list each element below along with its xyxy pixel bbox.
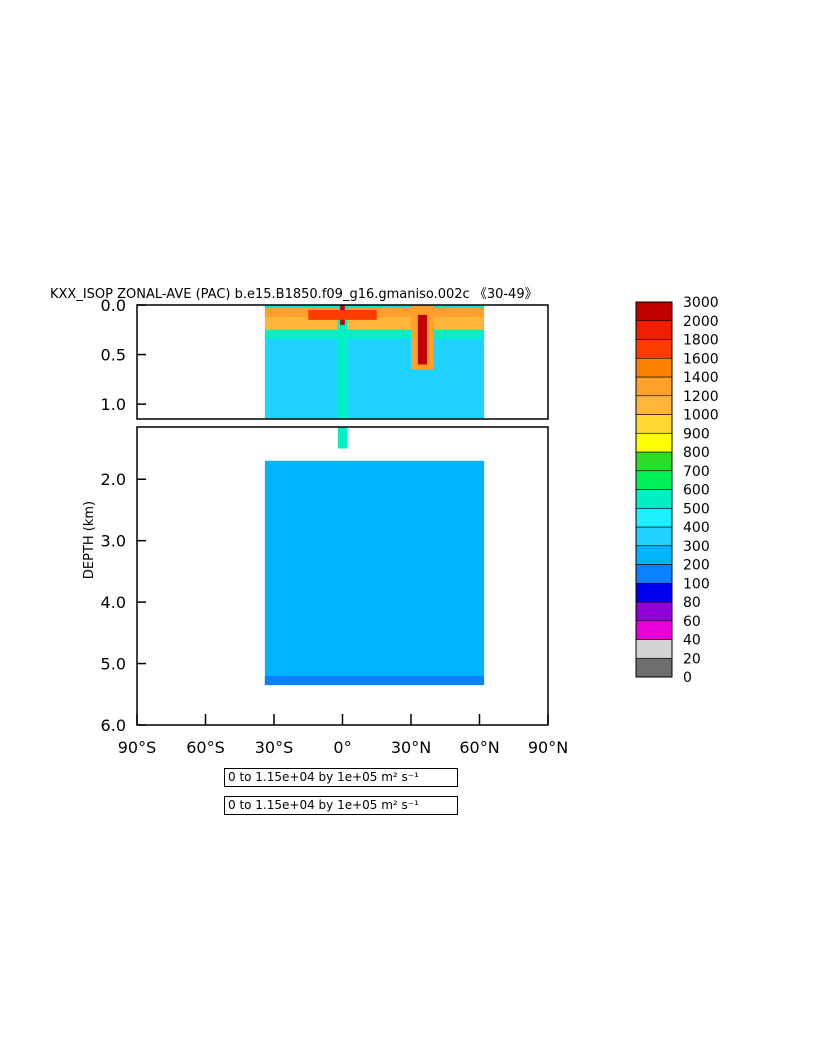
colorbar-frame (635, 301, 673, 678)
upper-panel-field (264, 305, 485, 419)
colorbar-swatch-300 (635, 526, 673, 547)
colorbar-label: 2000 (683, 314, 719, 330)
colorbar-label: 80 (683, 595, 701, 611)
colorbar-label: 40 (683, 633, 701, 649)
lower-y-tick-label: 2.0 (101, 470, 126, 489)
contour-info-box-1: 0 to 1.15e+04 by 1e+05 m² s⁻¹ (224, 768, 458, 787)
colorbar-label: 1800 (683, 333, 719, 349)
colorbar-swatch-1600 (635, 339, 673, 359)
lower-y-tick-label: 4.0 (101, 593, 126, 612)
colorbar-label: 400 (683, 520, 710, 536)
upper-y-tick-label: 0.0 (101, 296, 126, 315)
upper-panel-frame (136, 304, 549, 420)
colorbar-label: 60 (683, 614, 701, 630)
colorbar-label: 1000 (683, 408, 719, 424)
contour-info-box-2: 0 to 1.15e+04 by 1e+05 m² s⁻¹ (224, 796, 458, 815)
colorbar-swatch-40 (635, 620, 673, 640)
x-ticks: 90°S 60°S 30°S 0° 30°N 60°N 90°N (118, 714, 568, 757)
colorbar-swatch-1000 (635, 395, 673, 415)
colorbar-swatch-2000 (635, 301, 673, 322)
y-axis-label: DEPTH (km) (82, 501, 97, 579)
lower-field-cell-6 (264, 675, 485, 686)
chart-title: KXX_ISOP ZONAL-AVE (PAC) b.e15.B1850.f09… (50, 287, 538, 302)
lower-y-tick-label: 6.0 (101, 716, 126, 735)
lower-field-cell-9 (337, 427, 348, 449)
upper-y-tick-label: 0.5 (101, 346, 126, 365)
colorbar-label: 100 (683, 576, 710, 592)
colorbar-swatch-1200 (635, 376, 673, 397)
lower-y-tick-label: 5.0 (101, 655, 126, 674)
upper-y-tick-label: 1.0 (101, 395, 126, 414)
colorbar-swatch-1400 (635, 357, 673, 378)
colorbar-swatch-200 (635, 545, 673, 565)
colorbar-label: 500 (683, 501, 710, 517)
upper-field-cell-8 (417, 314, 427, 365)
colorbar-swatch-400 (635, 507, 673, 528)
colorbar-swatch-600 (635, 470, 673, 490)
colorbar-label: 0 (683, 670, 692, 686)
x-tick-label: 90°S (118, 738, 157, 757)
colorbar-label: 1400 (683, 370, 719, 386)
lower-panel-field (264, 427, 485, 686)
x-tick-label: 60°N (459, 738, 499, 757)
colorbar-label: 300 (683, 539, 710, 555)
upper-field-cell-1 (264, 334, 485, 419)
x-tick-label: 30°N (391, 738, 431, 757)
colorbar-swatch-500 (635, 489, 673, 509)
lower-field-cell-0 (264, 460, 485, 686)
colorbar-label: 600 (683, 483, 710, 499)
colorbar-swatch-800 (635, 432, 673, 453)
x-tick-label: 90°N (528, 738, 568, 757)
colorbar-label: 3000 (683, 295, 719, 311)
x-tick-label: 30°S (255, 738, 294, 757)
colorbar-label: 200 (683, 558, 710, 574)
upper-y-ticks: 0.0 0.5 1.0 (101, 296, 146, 414)
x-tick-label: 0° (333, 738, 351, 757)
colorbar: 0 20 40 60 80 100 200 300 400 500 600 700 800 900 1000… (635, 295, 719, 686)
x-tick-label: 60°S (186, 738, 225, 757)
upper-field-cell-5 (264, 305, 485, 308)
colorbar-swatch-700 (635, 451, 673, 472)
lower-y-ticks: 2.0 3.0 4.0 5.0 6.0 (101, 470, 146, 735)
colorbar-label: 800 (683, 445, 710, 461)
colorbar-swatch-60 (635, 601, 673, 622)
colorbar-swatch-900 (635, 414, 673, 434)
upper-field-cell-9 (337, 305, 348, 419)
colorbar-label: 1600 (683, 351, 719, 367)
colorbar-swatch-80 (635, 582, 673, 603)
colorbar-label: 900 (683, 426, 710, 442)
colorbar-swatch-1800 (635, 320, 673, 340)
upper-field-cell-11 (308, 309, 377, 320)
colorbar-swatch-20 (635, 639, 673, 659)
colorbar-label: 1200 (683, 389, 719, 405)
colorbar-swatch-100 (635, 564, 673, 584)
colorbar-label: 700 (683, 464, 710, 480)
colorbar-label: 20 (683, 651, 701, 667)
lower-y-tick-label: 3.0 (101, 532, 126, 551)
colorbar-swatch-0 (635, 657, 673, 678)
